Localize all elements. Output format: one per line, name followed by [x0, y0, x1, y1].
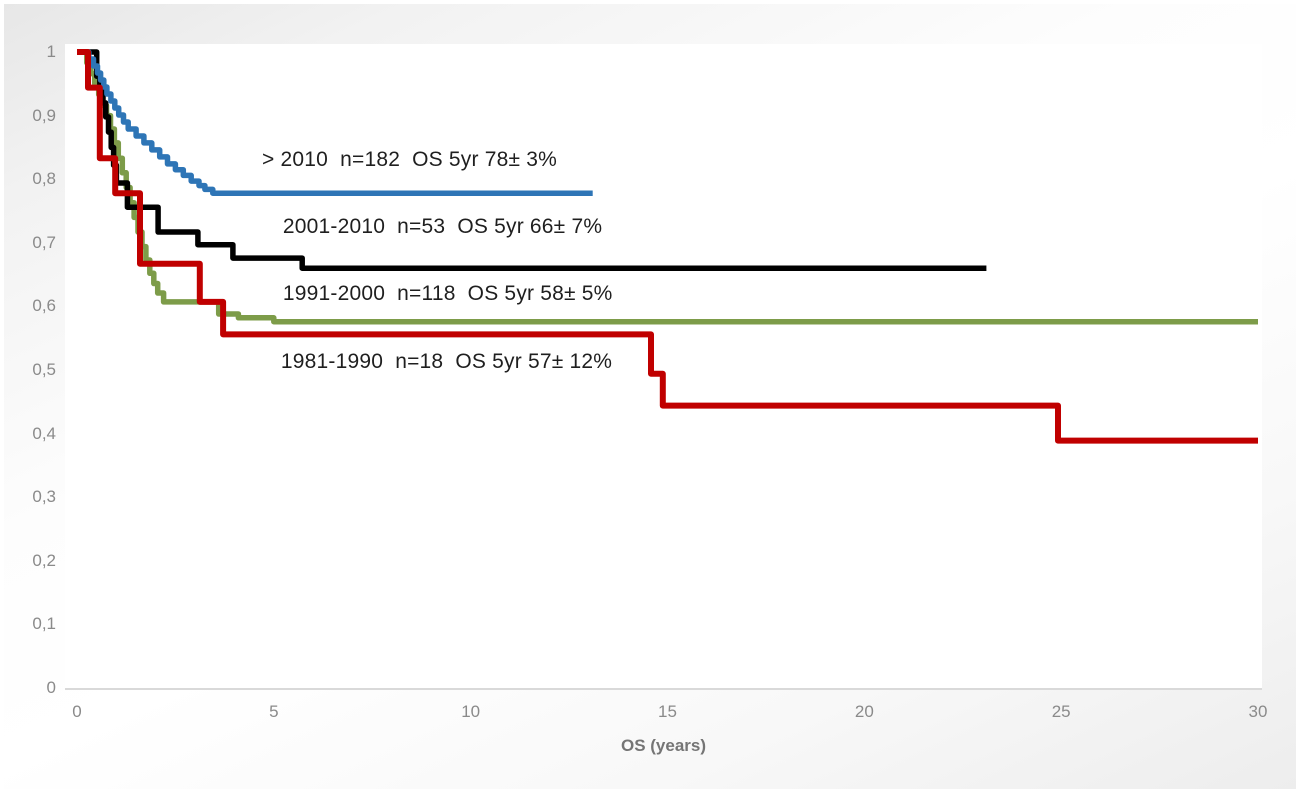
x-tick-label: 15: [658, 702, 677, 721]
x-axis-line: [65, 688, 1262, 690]
x-axis-title: OS (years): [620, 736, 707, 755]
y-tick-label: 0,8: [32, 169, 56, 189]
y-tick-label: 0,6: [32, 296, 56, 316]
y-tick-label: 0,1: [32, 614, 56, 634]
series-line-4: [77, 49, 1258, 444]
x-tick-label: 5: [269, 702, 279, 721]
series-line-3: [77, 49, 593, 196]
y-tick-label: 1: [46, 42, 56, 61]
x-tick-label: 20: [854, 702, 874, 721]
series-line-1: [77, 49, 1258, 325]
y-tick-label: 0,4: [32, 423, 56, 443]
y-tick-label: 0,9: [32, 105, 56, 125]
x-tick-label: 25: [1051, 702, 1071, 721]
series-annotation: 2001-2010 n=53 OS 5yr 66± 7%: [282, 214, 603, 238]
series-annotation: > 2010 n=182 OS 5yr 78± 3%: [262, 148, 558, 172]
x-tick-label: 10: [461, 702, 481, 721]
x-tick-label: 30: [1248, 702, 1268, 721]
y-tick-label: 0,5: [32, 360, 56, 379]
plot-area: [65, 44, 1262, 688]
y-tick-label: 0: [46, 678, 56, 697]
series-annotation: 1991-2000 n=118 OS 5yr 58± 5%: [282, 282, 613, 306]
y-tick-label: 0,3: [32, 487, 56, 507]
y-tick-label: 0,2: [32, 550, 56, 570]
y-tick-label: 0,7: [32, 232, 56, 252]
series-annotation: 1981-1990 n=18 OS 5yr 57± 12%: [280, 350, 613, 374]
x-tick-label: 0: [72, 702, 82, 721]
